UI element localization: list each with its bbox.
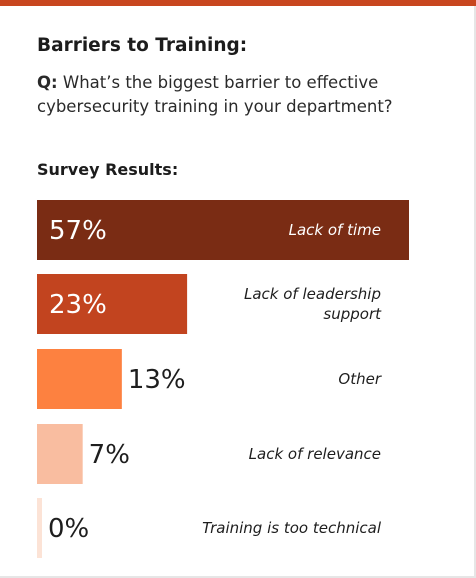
- results-label: Survey Results:: [37, 160, 179, 179]
- bar-category-label-3: Lack of relevance: [249, 445, 381, 463]
- bar-value-label-4: 0%: [48, 514, 89, 544]
- bar-value-label-2: 13%: [128, 365, 186, 395]
- bottom-border: [0, 576, 476, 578]
- bar-1: [37, 274, 188, 334]
- top-accent-band: [0, 0, 476, 6]
- survey-question: Q: What’s the biggest barrier to effecti…: [37, 71, 437, 119]
- question-prefix: Q:: [37, 73, 58, 92]
- bar-value-label-1: 23%: [49, 290, 107, 320]
- bar-category-label-2: Other: [338, 370, 381, 388]
- bar-2: [37, 349, 122, 409]
- right-border: [474, 6, 476, 578]
- bar-4: [37, 498, 42, 558]
- bar-0: [37, 200, 409, 260]
- bar-category-label-1: Lack of leadership support: [244, 285, 382, 323]
- bar-3: [37, 424, 83, 484]
- bar-value-label-0: 57%: [49, 216, 107, 246]
- bar-value-label-3: 7%: [89, 440, 130, 470]
- chart-title: Barriers to Training:: [37, 35, 248, 56]
- question-text: What’s the biggest barrier to effective …: [37, 73, 393, 116]
- bar-category-label-0: Lack of time: [289, 221, 381, 239]
- bar-category-label-4: Training is too technical: [202, 519, 382, 537]
